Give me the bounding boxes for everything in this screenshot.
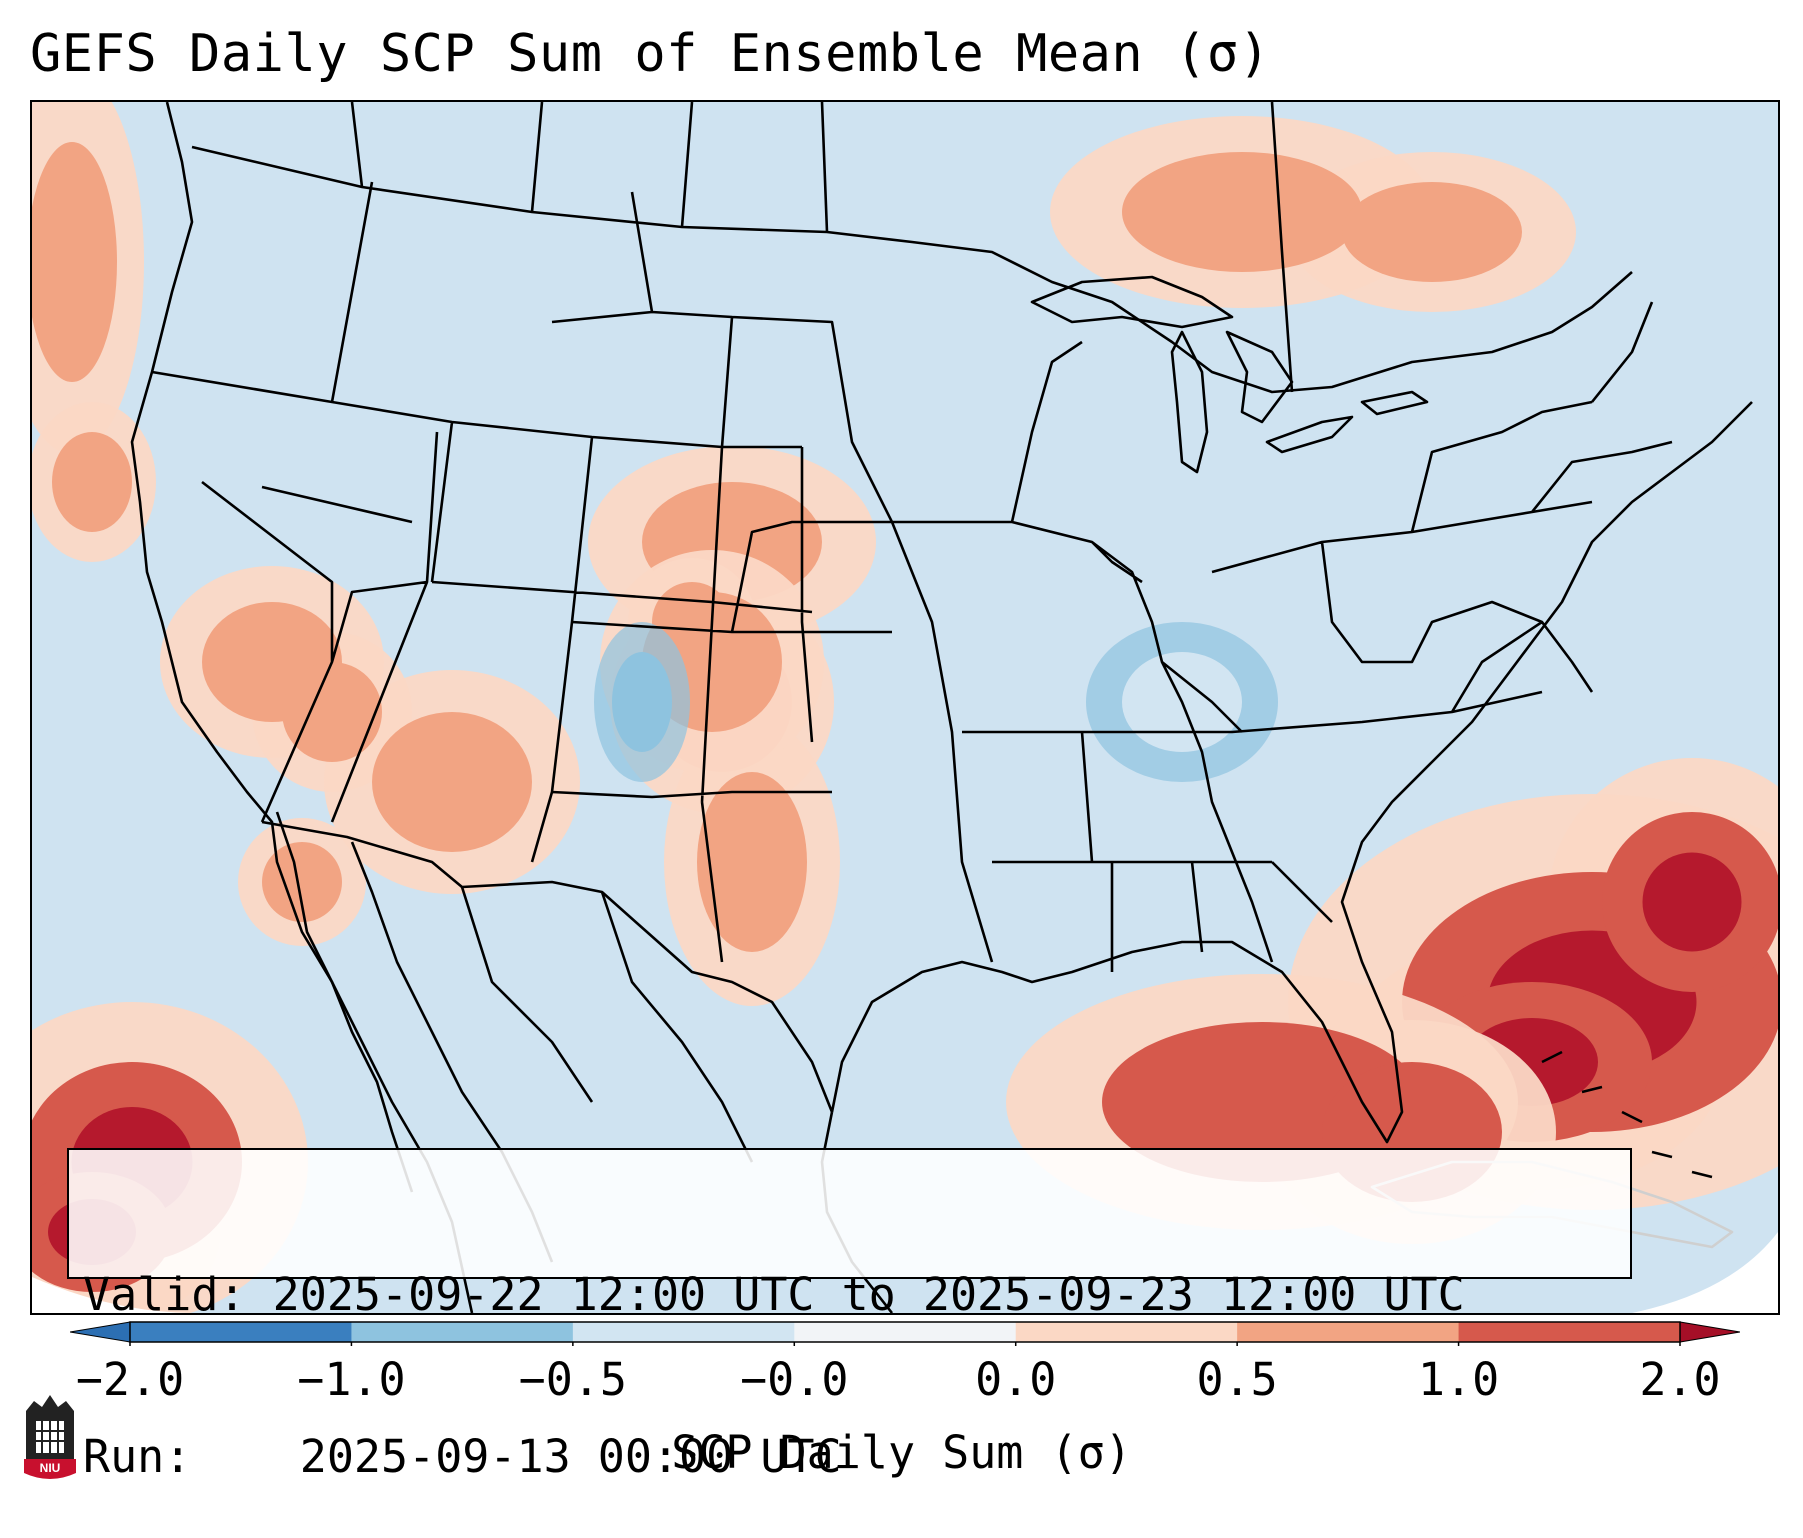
run-label: Run:: [83, 1430, 192, 1483]
anomaly-core: [52, 432, 132, 532]
anomaly-core: [1122, 152, 1362, 272]
run-value: 2025-09-13 00:00 UTC: [299, 1430, 842, 1483]
anomaly-core: [32, 142, 117, 382]
colorbar-tick-label: 0.5: [1196, 1353, 1278, 1406]
state-borders: [151, 181, 1673, 972]
colorbar-tick-label: 2.0: [1639, 1353, 1721, 1406]
anomaly-core: [372, 712, 532, 852]
colorbar-over-extension: [1679, 1321, 1740, 1343]
geographic-boundaries: [130, 102, 1753, 1313]
valid-run-info-box: Valid: 2025-09-22 12:00 UTC to 2025-09-2…: [67, 1148, 1632, 1483]
projection-corner-right: [1632, 1232, 1778, 1313]
logo-grid: [36, 1421, 64, 1453]
lake-erie: [1265, 415, 1354, 454]
gulf-coastline: [830, 401, 1753, 1144]
colorbar-bin: [572, 1322, 795, 1342]
colorbar-border: [129, 1321, 1681, 1343]
anomaly-core: [262, 842, 342, 922]
colorbar-under-extension: [70, 1321, 131, 1343]
anomaly-core: [282, 662, 382, 762]
valid-label: Valid:: [83, 1268, 246, 1321]
lake-superior: [1030, 275, 1234, 329]
logo-text: NIU: [40, 1461, 61, 1475]
mexico-state-borders: [460, 886, 754, 1163]
colorbar-bin: [1237, 1322, 1460, 1342]
valid-value: 2025-09-22 12:00 UTC to 2025-09-23 12:00…: [272, 1268, 1465, 1321]
valid-row: Valid: 2025-09-22 12:00 UTC to 2025-09-2…: [83, 1268, 1630, 1322]
west-coastline: [130, 102, 474, 1313]
run-row: Run: 2025-09-13 00:00 UTC: [83, 1430, 1630, 1484]
niu-logo-icon: NIU: [24, 1395, 76, 1479]
canada-provincial-borders: [350, 102, 1294, 393]
anomaly-peak: [1642, 852, 1742, 952]
bahamas: [1541, 1050, 1713, 1179]
baja-coastline: [275, 811, 414, 1193]
lake-michigan: [1170, 330, 1209, 474]
colorbar-ticks: −2.0 −1.0 −0.5 −0.0 0.0 0.5 1.0 2.0: [0, 1352, 1803, 1412]
map-panel: [30, 100, 1780, 1315]
colorbar-bin: [794, 1322, 1017, 1342]
colorbar-tick-label: 1.0: [1417, 1353, 1500, 1406]
colorbar-tick-label: −0.5: [518, 1353, 628, 1406]
map-svg: [32, 102, 1778, 1313]
colorbar-bin: [351, 1322, 574, 1342]
colorbar-bins: [70, 1321, 1740, 1346]
colorbar-tick-label: 0.0: [975, 1353, 1057, 1406]
logo-badge: [24, 1459, 76, 1479]
colorbar-bin: [130, 1322, 352, 1342]
anomaly-core: [697, 772, 807, 952]
colorbar-tick-label: −0.0: [740, 1353, 849, 1406]
colorbar-tick-label: −1.0: [297, 1353, 406, 1406]
lake-huron: [1225, 330, 1294, 424]
colorbar-bin: [1458, 1322, 1681, 1342]
us-mexico-border: [261, 820, 834, 1113]
chart-title: GEFS Daily SCP Sum of Ensemble Mean (σ): [30, 24, 1271, 84]
us-canada-border: [191, 145, 1633, 394]
colorbar-bin: [1015, 1322, 1238, 1342]
projection-corner-left: [32, 1277, 192, 1313]
anomaly-field: [32, 102, 1778, 1313]
colorbar-label: SCP Daily Sum (σ): [671, 1426, 1132, 1479]
colorbar: [70, 1321, 1740, 1346]
lake-ontario: [1360, 390, 1429, 416]
anomaly-core: [612, 652, 672, 752]
anomaly-core: [1342, 182, 1522, 282]
colorbar-tick-label: −2.0: [75, 1353, 185, 1406]
